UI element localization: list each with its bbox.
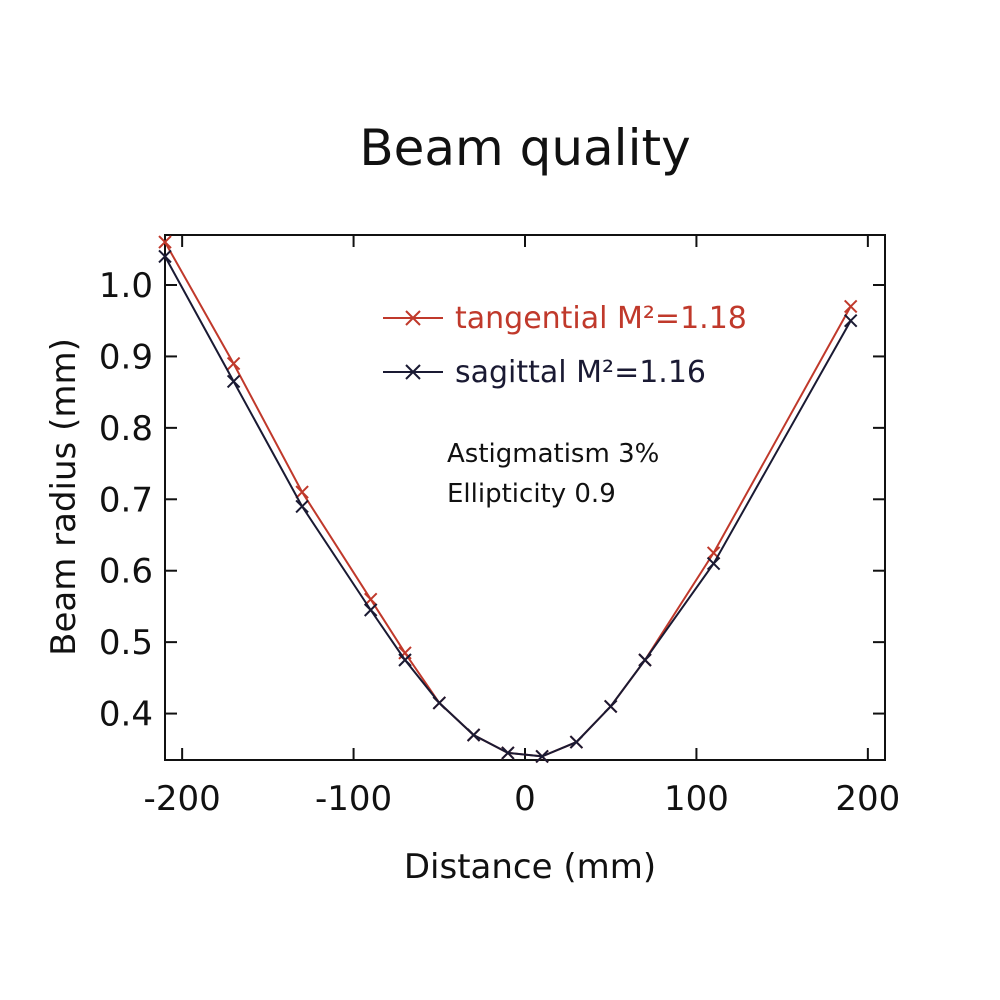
x-tick-label: 0 [514, 779, 536, 819]
data-point-marker [432, 696, 447, 710]
x-axis-label: Distance (mm) [404, 847, 656, 887]
y-tick-label: 1.0 [99, 266, 153, 306]
y-tick-label: 0.4 [99, 695, 153, 735]
data-point-marker [226, 356, 241, 371]
data-point-marker [501, 746, 515, 760]
series-line [164, 255, 852, 758]
data-series [158, 235, 858, 764]
data-point-marker [706, 556, 721, 571]
y-tick-label: 0.5 [99, 623, 153, 663]
data-point-marker [398, 653, 412, 667]
series-1 [158, 249, 858, 764]
legend-tangential-marker [405, 310, 421, 326]
data-point-marker [843, 313, 858, 328]
data-point-marker [638, 653, 652, 667]
legend-tangential-label: tangential M²=1.18 [455, 301, 747, 336]
x-tick-label: 100 [664, 779, 729, 819]
axis-ticks [165, 235, 885, 760]
data-point-marker [603, 699, 618, 714]
x-tick-label: -100 [315, 779, 392, 819]
data-point-marker [843, 299, 858, 314]
chart-title: Beam quality [359, 119, 690, 177]
legend-sagittal-label: sagittal M²=1.16 [455, 355, 706, 390]
data-point-marker [569, 735, 584, 749]
data-point-marker [158, 249, 172, 264]
y-tick-label: 0.9 [99, 337, 153, 377]
x-tick-label: 200 [835, 779, 900, 819]
tick-labels: -200 -100 0 100 200 0.4 0.5 0.6 0.7 0.8 0.9 1.0 [99, 266, 900, 819]
y-tick-label: 0.7 [99, 480, 153, 520]
data-point-marker [295, 485, 309, 499]
legend: tangential M²=1.18 sagittal M²=1.16 [383, 301, 747, 390]
legend-sagittal-marker [405, 364, 421, 380]
y-tick-label: 0.6 [99, 552, 153, 592]
ellipticity-annotation: Ellipticity 0.9 [447, 479, 616, 509]
data-point-marker [535, 749, 549, 764]
astigmatism-annotation: Astigmatism 3% [447, 439, 659, 469]
data-point-marker [466, 728, 481, 742]
data-point-marker [158, 235, 172, 249]
x-tick-label: -200 [144, 779, 221, 819]
data-point-marker [363, 603, 378, 617]
y-axis-label: Beam radius (mm) [44, 338, 84, 656]
data-point-marker [226, 374, 241, 389]
y-tick-label: 0.8 [99, 409, 153, 449]
data-point-marker [295, 499, 309, 514]
